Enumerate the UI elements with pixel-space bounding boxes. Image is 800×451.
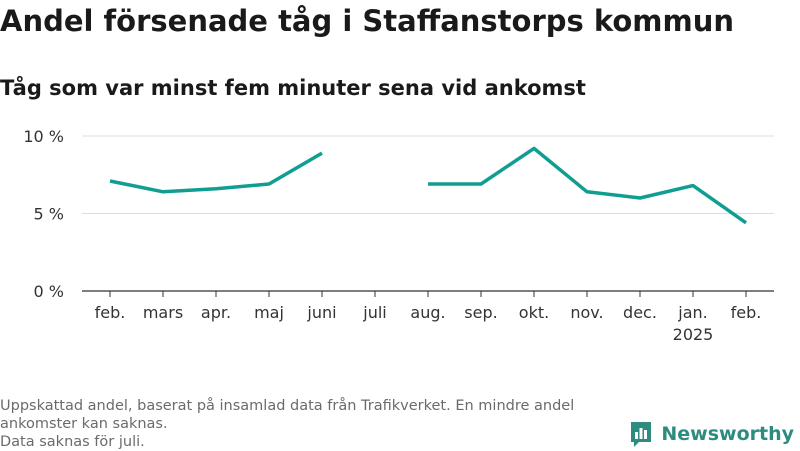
y-tick-label: 5 %	[34, 205, 64, 224]
x-tick-label: maj	[254, 303, 284, 322]
x-tick-label: juli	[362, 303, 386, 322]
x-tick-label: jan.	[677, 303, 707, 322]
x-tick-label: nov.	[570, 303, 603, 322]
x-tick-label: feb.	[731, 303, 762, 322]
brand: Newsworthy	[629, 420, 794, 448]
footnote-source: Uppskattad andel, baserat på insamlad da…	[0, 398, 575, 432]
x-tick-label: mars	[143, 303, 183, 322]
y-tick-label: 0 %	[34, 282, 64, 301]
series-lines	[109, 146, 748, 225]
x-tick-label: apr.	[201, 303, 231, 322]
x-tick-label: okt.	[519, 303, 549, 322]
newsworthy-logo-icon	[631, 422, 652, 447]
x-tick-label: aug.	[410, 303, 445, 322]
chart-title: Andel försenade tåg i Staffanstorps komm…	[0, 4, 735, 38]
chart-subtitle: Tåg som var minst fem minuter sena vid a…	[0, 76, 586, 100]
x-tick-label: sep.	[464, 303, 497, 322]
footnote-missing-data: Data saknas för juli.	[0, 434, 145, 450]
line-chart: 0 % 5 % 10 % feb. mars apr. maj juni juli aug. se…	[23, 127, 774, 344]
x-tick-label: dec.	[623, 303, 657, 322]
y-tick-label: 10 %	[23, 127, 64, 146]
x-tick-year-label: 2025	[673, 325, 714, 344]
brand-name: Newsworthy	[661, 423, 794, 445]
y-axis-ticks: 0 % 5 % 10 %	[23, 127, 64, 301]
gridlines	[82, 135, 774, 292]
x-tick-label: feb.	[95, 303, 126, 322]
x-tick-label: juni	[306, 303, 336, 322]
series-line-segment	[428, 146, 748, 225]
x-axis-ticks: feb. mars apr. maj juni juli aug. sep. okt. nov. d…	[95, 291, 762, 344]
series-line-segment	[109, 151, 323, 194]
footnote: Uppskattad andel, baserat på insamlad da…	[0, 397, 630, 451]
